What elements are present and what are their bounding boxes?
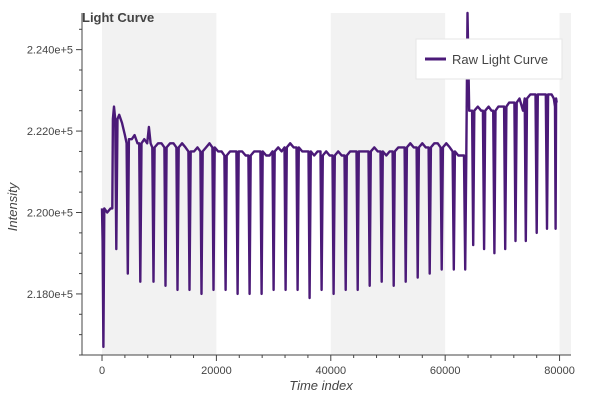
series-layer [100,11,558,349]
series-line-0 [100,11,558,349]
y-tick-label: 2.180e+5 [27,289,73,301]
y-axis-label: Intensity [5,181,20,231]
shaded-band-0 [102,13,217,355]
legend: Raw Light Curve [415,38,563,80]
x-tick-label: 60000 [430,365,461,377]
x-tick-label: 80000 [544,365,575,377]
y-tick-label: 2.200e+5 [27,208,73,220]
x-tick-label: 20000 [201,365,232,377]
x-tick-label: 40000 [315,365,346,377]
x-axis-label: Time index [289,378,353,393]
y-axis: 2.180e+5 2.200e+5 2.220e+5 2.240e+5 [27,13,83,356]
y-tick-label: 2.240e+5 [27,45,73,57]
legend-label: Raw Light Curve [452,52,548,67]
chart-title: Light Curve [82,10,154,25]
x-tick-label: 0 [99,365,105,377]
x-axis: 0 20000 40000 60000 80000 [82,354,575,377]
y-tick-label: 2.220e+5 [27,126,73,138]
shaded-band-2 [559,13,571,355]
